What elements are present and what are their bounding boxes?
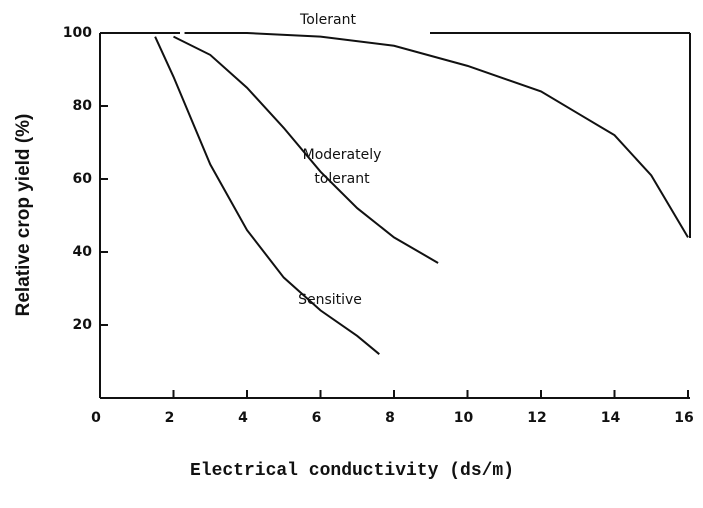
x-tick-label: 6 bbox=[312, 410, 322, 426]
series-line bbox=[184, 32, 689, 238]
series-line bbox=[154, 36, 380, 355]
y-tick-label: 40 bbox=[73, 244, 93, 260]
series-label: Moderately tolerant bbox=[303, 147, 382, 187]
series-line bbox=[173, 35, 439, 264]
series-label: Tolerant bbox=[299, 12, 356, 28]
x-tick-label: 2 bbox=[165, 410, 175, 426]
x-tick-label: 4 bbox=[238, 410, 248, 426]
y-tick-label: 20 bbox=[73, 317, 93, 333]
x-tick-label: 16 bbox=[674, 410, 693, 426]
y-tick-label: 100 bbox=[63, 25, 92, 41]
x-tick-label: 12 bbox=[527, 410, 546, 426]
x-tick-label: 14 bbox=[601, 410, 621, 426]
x-axis-label: Electrical conductivity (ds/m) bbox=[190, 461, 514, 481]
x-tick-label: 0 bbox=[91, 410, 101, 426]
y-tick-label: 80 bbox=[73, 98, 93, 114]
y-tick-label: 60 bbox=[73, 171, 93, 187]
y-axis-label: Relative crop yield (%) bbox=[13, 114, 34, 317]
x-tick-label: 10 bbox=[454, 410, 474, 426]
x-tick-label: 8 bbox=[385, 410, 395, 426]
series-label: Sensitive bbox=[298, 292, 362, 308]
